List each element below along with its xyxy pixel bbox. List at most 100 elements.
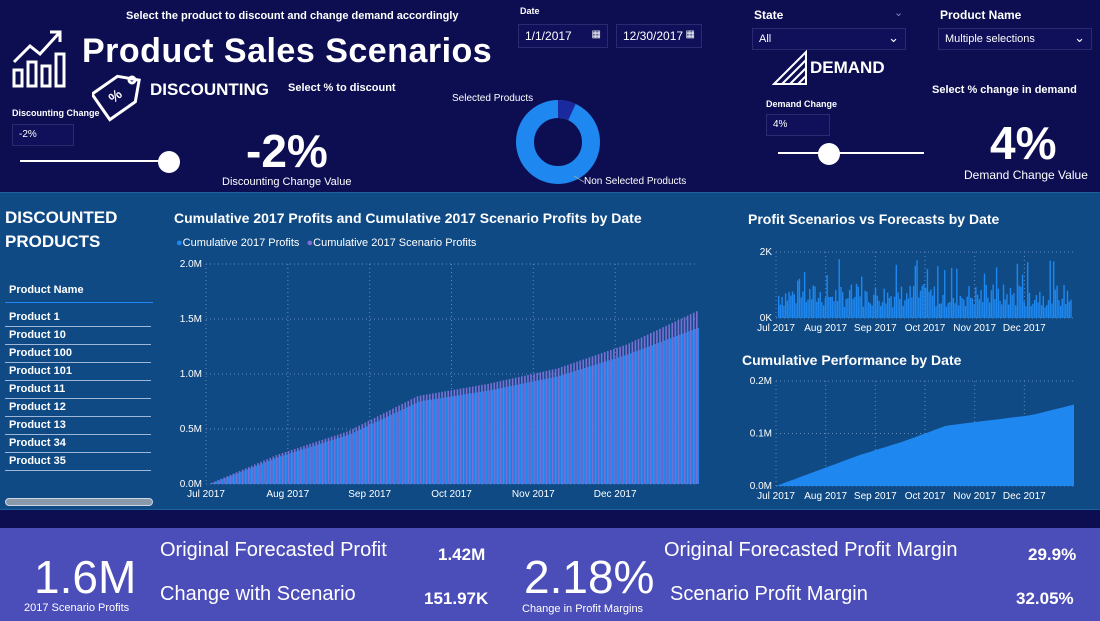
demand-change-input[interactable]: 4% bbox=[766, 114, 830, 136]
profit-bar bbox=[307, 447, 310, 484]
donut-non-selected-slice[interactable] bbox=[516, 100, 600, 184]
margin-change-caption: Change in Profit Margins bbox=[522, 603, 644, 615]
scenario-bar bbox=[625, 344, 628, 484]
profit-bar bbox=[636, 351, 638, 484]
profit-bar bbox=[553, 377, 555, 484]
scenario-bar bbox=[306, 444, 308, 484]
state-dropdown[interactable]: All ⌄ bbox=[752, 28, 906, 50]
cumulative-performance-chart[interactable]: 0.0M 0.1M 0.2M Jul 2017 Aug 2017 Sep 2017 Oct … bbox=[740, 372, 1080, 502]
forecast-bar bbox=[1052, 261, 1055, 318]
scenario-bar bbox=[689, 314, 692, 484]
list-item[interactable]: Product 13 bbox=[5, 417, 151, 435]
profit-bar bbox=[648, 346, 650, 484]
profit-bar bbox=[629, 353, 632, 484]
profit-bar bbox=[372, 423, 374, 484]
calendar-icon[interactable]: ▦ bbox=[591, 29, 601, 40]
legend-item-profits[interactable]: Cumulative 2017 Profits bbox=[182, 237, 300, 249]
scenario-bar bbox=[557, 368, 560, 484]
page-title: Product Sales Scenarios bbox=[82, 32, 493, 70]
forecast-bar bbox=[816, 301, 818, 318]
profit-bar bbox=[362, 427, 365, 484]
list-item[interactable]: Product 34 bbox=[5, 435, 151, 453]
profit-bar bbox=[540, 379, 543, 484]
scenario-bar bbox=[643, 335, 646, 484]
list-item[interactable]: Product 1 bbox=[5, 309, 151, 327]
list-item[interactable]: Product 35 bbox=[5, 453, 151, 471]
demand-slider-handle[interactable] bbox=[818, 143, 840, 165]
x-tick-label: Jul 2017 bbox=[757, 491, 795, 502]
profit-bar bbox=[675, 335, 678, 484]
demand-slider-track[interactable] bbox=[778, 152, 924, 154]
list-item[interactable]: Product 10 bbox=[5, 327, 151, 345]
profit-bar bbox=[375, 422, 377, 484]
scenario-bar bbox=[339, 433, 342, 484]
donut-selected-slice[interactable] bbox=[557, 100, 576, 121]
profit-bar bbox=[359, 429, 362, 484]
list-item[interactable]: Product 12 bbox=[5, 399, 151, 417]
profit-bar bbox=[301, 449, 304, 484]
forecast-bar bbox=[893, 296, 896, 318]
scenario-bar bbox=[275, 455, 278, 484]
discount-change-input[interactable]: -2% bbox=[12, 124, 74, 146]
forecast-bar bbox=[848, 289, 851, 318]
horizontal-scrollbar[interactable] bbox=[5, 498, 153, 506]
profit-bar bbox=[574, 370, 577, 484]
profit-bar bbox=[568, 372, 571, 484]
list-item[interactable]: Product 101 bbox=[5, 363, 151, 381]
scenario-bar bbox=[524, 375, 526, 484]
profit-bar bbox=[396, 411, 399, 484]
donut-selected-label: Selected Products bbox=[452, 93, 534, 104]
list-item[interactable]: Product 100 bbox=[5, 345, 151, 363]
forecast-bar bbox=[956, 268, 958, 318]
x-tick-label: Oct 2017 bbox=[905, 323, 946, 334]
discount-slider-handle[interactable] bbox=[158, 151, 180, 173]
profit-scenarios-chart[interactable]: 0K 2K Jul 2017 Aug 2017 Sep 2017 Oct 2017 Nov … bbox=[740, 248, 1080, 336]
product-selection-donut[interactable] bbox=[512, 96, 604, 188]
forecast-bar bbox=[838, 259, 840, 318]
forecast-bar bbox=[909, 285, 911, 318]
forecast-bar bbox=[869, 303, 872, 318]
profit-bar bbox=[230, 475, 233, 484]
profit-bar bbox=[393, 413, 396, 484]
profit-bar bbox=[691, 330, 693, 484]
forecast-bar bbox=[1021, 274, 1024, 318]
profit-bar bbox=[458, 395, 460, 484]
main-cumulative-chart[interactable]: 0.0M 0.5M 1.0M 1.5M 2.0M Jul 2017 Aug 2017 Sep … bbox=[160, 255, 705, 503]
scenario-margin-label: Scenario Profit Margin bbox=[670, 583, 868, 605]
chevron-down-icon[interactable]: ⌄ bbox=[888, 30, 899, 45]
profit-bar bbox=[273, 458, 276, 484]
product-dropdown[interactable]: Multiple selections ⌄ bbox=[938, 28, 1092, 50]
profit-bar bbox=[356, 430, 359, 484]
profit-bar bbox=[418, 401, 420, 484]
performance-area bbox=[776, 404, 1074, 486]
forecast-bar bbox=[892, 307, 894, 318]
forecast-bar bbox=[1013, 292, 1015, 318]
forecast-bar bbox=[824, 297, 827, 318]
date-start-input[interactable]: 1/1/2017 ▦ bbox=[518, 24, 608, 48]
forecast-bar bbox=[862, 306, 865, 318]
legend-item-scenario[interactable]: Cumulative 2017 Scenario Profits bbox=[313, 237, 477, 249]
calendar-icon[interactable]: ▦ bbox=[685, 29, 695, 40]
forecast-bar bbox=[859, 296, 861, 318]
profit-bar bbox=[289, 453, 291, 484]
scenario-bar bbox=[278, 454, 281, 484]
forecast-bar bbox=[857, 286, 859, 318]
scenario-bar bbox=[570, 363, 572, 484]
profit-bar bbox=[537, 380, 540, 484]
list-item[interactable]: Product 11 bbox=[5, 381, 151, 399]
profit-bar bbox=[550, 377, 552, 484]
forecast-bar bbox=[1014, 305, 1017, 318]
profit-bar bbox=[500, 387, 503, 484]
chevron-down-icon[interactable]: ⌄ bbox=[894, 7, 904, 19]
discount-slider-track[interactable] bbox=[20, 160, 170, 162]
scenario-bar bbox=[496, 381, 499, 484]
forecast-bar bbox=[921, 285, 923, 318]
product-column-header[interactable]: Product Name bbox=[5, 284, 153, 303]
forecast-bar bbox=[878, 300, 880, 318]
forecast-bar bbox=[836, 301, 839, 318]
forecast-bar bbox=[968, 286, 970, 318]
forecast-bar bbox=[1054, 289, 1057, 318]
chevron-down-icon[interactable]: ⌄ bbox=[1074, 30, 1085, 45]
date-end-input[interactable]: 12/30/2017 ▦ bbox=[616, 24, 702, 48]
scenario-bar bbox=[696, 311, 698, 484]
